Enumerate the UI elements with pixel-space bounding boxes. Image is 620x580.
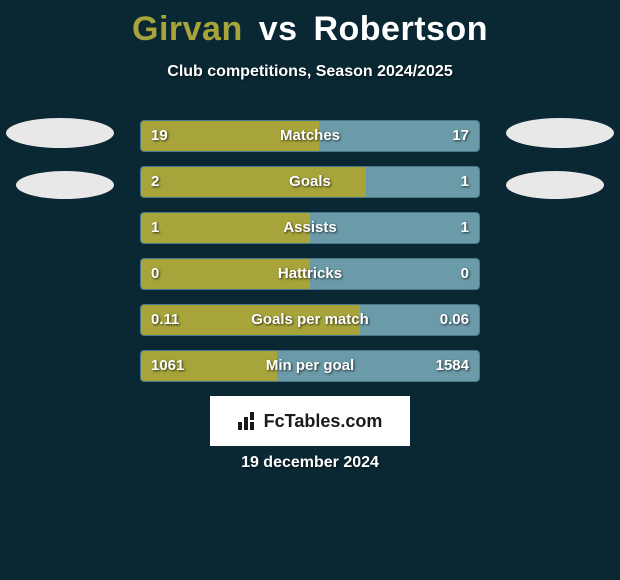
stat-label: Goals (141, 167, 479, 197)
player2-avatar-top (506, 118, 614, 148)
stat-bar-row: Assists1 1 (140, 212, 480, 244)
stat-label: Assists (141, 213, 479, 243)
player2-name: Robertson (313, 10, 488, 48)
stat-bars-container: Matches1917Goals21Assists11Hattricks00Go… (140, 120, 480, 396)
stat-value-right: 1 (461, 213, 469, 243)
comparison-date: 19 december 2024 (0, 454, 620, 472)
stat-value-right: 0.06 (440, 305, 469, 335)
season-subtitle: Club competitions, Season 2024/2025 (0, 63, 620, 81)
comparison-title: Girvan vs Robertson (0, 0, 620, 49)
player2-avatar-bottom (506, 171, 604, 199)
stat-bar-row: Min per goal1061 1584 (140, 350, 480, 382)
stat-value-left: 1 (151, 213, 159, 243)
stat-value-right: 1584 (436, 351, 469, 381)
player1-avatar-bottom (16, 171, 114, 199)
stat-label: Min per goal (141, 351, 479, 381)
stat-value-left: 0 (151, 259, 159, 289)
stat-label: Matches (141, 121, 479, 151)
vs-separator: vs (259, 10, 298, 48)
fctables-logo: FcTables.com (210, 396, 410, 446)
stat-value-right: 1 (461, 167, 469, 197)
logo-prefix: Fc (264, 411, 285, 431)
stat-bar-row: Matches19 17 (140, 120, 480, 152)
stat-value-right: 0 (461, 259, 469, 289)
player1-name: Girvan (132, 10, 243, 48)
stat-value-left: 0.11 (151, 305, 179, 335)
stat-value-left: 1061 (151, 351, 184, 381)
logo-text: FcTables.com (238, 411, 383, 432)
bar-chart-icon (238, 412, 260, 430)
stat-bar-row: Hattricks0 0 (140, 258, 480, 290)
stat-label: Hattricks (141, 259, 479, 289)
stat-bar-row: Goals per match0.11 0.06 (140, 304, 480, 336)
logo-suffix: Tables.com (285, 411, 383, 431)
stat-label: Goals per match (141, 305, 479, 335)
stat-value-right: 17 (452, 121, 469, 151)
stat-bar-row: Goals2 1 (140, 166, 480, 198)
player1-avatar-top (6, 118, 114, 148)
stat-value-left: 2 (151, 167, 159, 197)
stat-value-left: 19 (151, 121, 168, 151)
